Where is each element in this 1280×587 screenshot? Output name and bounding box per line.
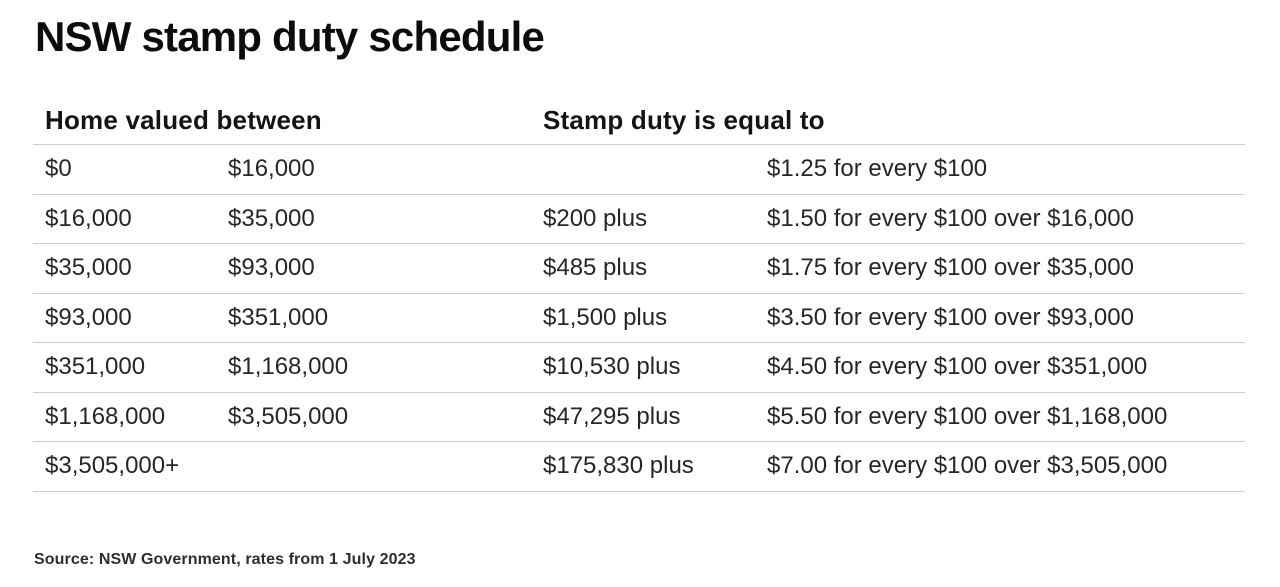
- rate-cell: $7.00 for every $100 over $3,505,000: [767, 452, 1168, 480]
- value-from-cell: $351,000: [45, 353, 146, 381]
- base-duty-cell: $485 plus: [543, 254, 648, 282]
- value-to-cell: $351,000: [228, 303, 329, 331]
- value-to-cell: $35,000: [228, 204, 315, 232]
- value-from-cell: $3,505,000+: [45, 452, 180, 480]
- rate-cell: $3.50 for every $100 over $93,000: [767, 303, 1134, 331]
- source-attribution: Source: NSW Government, rates from 1 Jul…: [34, 551, 416, 568]
- value-from-cell: $1,168,000: [45, 402, 166, 430]
- column-header-stamp-duty: Stamp duty is equal to: [543, 104, 825, 135]
- table-row: $93,000 $351,000 $1,500 plus $3.50 for e…: [33, 294, 1245, 343]
- value-from-cell: $35,000: [45, 254, 132, 282]
- rate-cell: $1.75 for every $100 over $35,000: [767, 254, 1134, 282]
- table-row: $16,000 $35,000 $200 plus $1.50 for ever…: [33, 195, 1245, 244]
- rate-cell: $5.50 for every $100 over $1,168,000: [767, 402, 1168, 430]
- table-header-row: Home valued between Stamp duty is equal …: [33, 96, 1245, 145]
- table-row: $0 $16,000 $1.25 for every $100: [33, 145, 1245, 195]
- value-from-cell: $16,000: [45, 204, 132, 232]
- value-from-cell: $0: [45, 155, 72, 183]
- rate-cell: $1.25 for every $100: [767, 155, 988, 183]
- value-to-cell: $16,000: [228, 155, 315, 183]
- base-duty-cell: $1,500 plus: [543, 303, 668, 331]
- value-to-cell: $3,505,000: [228, 402, 349, 430]
- rate-cell: $1.50 for every $100 over $16,000: [767, 204, 1134, 232]
- table-row: $35,000 $93,000 $485 plus $1.75 for ever…: [33, 244, 1245, 294]
- page-title: NSW stamp duty schedule: [35, 13, 545, 60]
- rate-cell: $4.50 for every $100 over $351,000: [767, 353, 1148, 381]
- stamp-duty-table: Home valued between Stamp duty is equal …: [33, 96, 1245, 492]
- value-to-cell: $1,168,000: [228, 353, 349, 381]
- base-duty-cell: $175,830 plus: [543, 452, 694, 480]
- base-duty-cell: $10,530 plus: [543, 353, 681, 381]
- table-row: $351,000 $1,168,000 $10,530 plus $4.50 f…: [33, 343, 1245, 393]
- value-from-cell: $93,000: [45, 303, 132, 331]
- table-row: $3,505,000+ $175,830 plus $7.00 for ever…: [33, 442, 1245, 492]
- base-duty-cell: $200 plus: [543, 204, 648, 232]
- table-row: $1,168,000 $3,505,000 $47,295 plus $5.50…: [33, 393, 1245, 442]
- column-header-home-valued: Home valued between: [45, 104, 322, 135]
- value-to-cell: $93,000: [228, 254, 315, 282]
- base-duty-cell: $47,295 plus: [543, 402, 681, 430]
